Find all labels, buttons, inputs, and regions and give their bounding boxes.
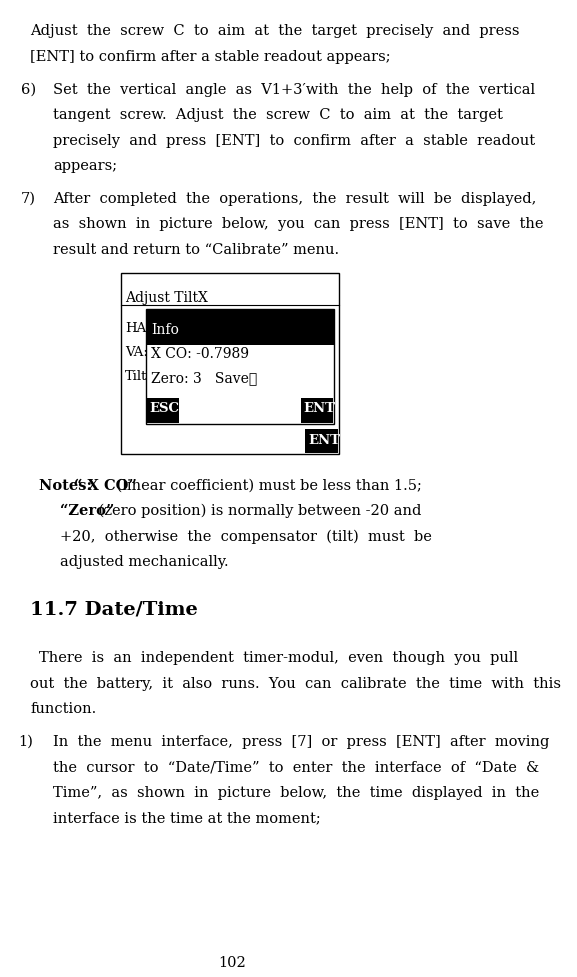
Text: 6): 6) (21, 83, 36, 97)
Text: 7): 7) (21, 192, 36, 206)
Text: Zero: 3   Save？: Zero: 3 Save？ (151, 371, 257, 386)
Text: 102: 102 (218, 956, 246, 969)
Text: interface is the time at the moment;: interface is the time at the moment; (53, 811, 321, 826)
Text: the  cursor  to  “Date/Time”  to  enter  the  interface  of  “Date  &: the cursor to “Date/Time” to enter the i… (53, 760, 539, 775)
Text: +20,  otherwise  the  compensator  (tilt)  must  be: +20, otherwise the compensator (tilt) mu… (61, 530, 432, 544)
Text: Notes:: Notes: (39, 479, 98, 492)
Text: adjusted mechanically.: adjusted mechanically. (61, 555, 229, 569)
FancyBboxPatch shape (305, 429, 338, 453)
Text: Tilt:: Tilt: (125, 370, 152, 384)
Text: out  the  battery,  it  also  runs.  You  can  calibrate  the  time  with  this: out the battery, it also runs. You can c… (30, 677, 561, 691)
Text: VA:: VA: (125, 347, 148, 360)
Text: Adjust TiltX: Adjust TiltX (125, 291, 208, 305)
Text: 1): 1) (18, 735, 33, 749)
Text: 11.7 Date/Time: 11.7 Date/Time (30, 601, 198, 618)
Text: HA:: HA: (125, 322, 151, 335)
Text: appears;: appears; (53, 159, 118, 173)
Text: result and return to “Calibrate” menu.: result and return to “Calibrate” menu. (53, 243, 339, 257)
FancyBboxPatch shape (147, 399, 179, 423)
Text: ENT: ENT (308, 434, 340, 446)
Text: tangent  screw.  Adjust  the  screw  C  to  aim  at  the  target: tangent screw. Adjust the screw C to aim… (53, 108, 503, 122)
Text: “Zero”: “Zero” (61, 504, 115, 518)
Text: Time”,  as  shown  in  picture  below,  the  time  displayed  in  the: Time”, as shown in picture below, the ti… (53, 786, 539, 800)
FancyBboxPatch shape (146, 309, 334, 424)
Text: There  is  an  independent  timer-modul,  even  though  you  pull: There is an independent timer-modul, eve… (39, 652, 519, 665)
FancyBboxPatch shape (301, 399, 334, 423)
FancyBboxPatch shape (121, 274, 339, 454)
Text: ENT: ENT (304, 403, 336, 415)
Text: function.: function. (30, 702, 96, 716)
Text: Info: Info (151, 323, 179, 337)
Text: After  completed  the  operations,  the  result  will  be  displayed,: After completed the operations, the resu… (53, 192, 537, 206)
Text: Adjust  the  screw  C  to  aim  at  the  target  precisely  and  press: Adjust the screw C to aim at the target … (30, 24, 520, 38)
Text: precisely  and  press  [ENT]  to  confirm  after  a  stable  readout: precisely and press [ENT] to confirm aft… (53, 134, 535, 148)
Text: Set  the  vertical  angle  as  V1+3′with  the  help  of  the  vertical: Set the vertical angle as V1+3′with the … (53, 83, 535, 97)
Text: “ X CO”: “ X CO” (74, 479, 137, 492)
Text: (linear coefficient) must be less than 1.5;: (linear coefficient) must be less than 1… (113, 479, 422, 492)
Text: [ENT] to confirm after a stable readout appears;: [ENT] to confirm after a stable readout … (30, 50, 391, 64)
Text: (zero position) is normally between -20 and: (zero position) is normally between -20 … (93, 504, 421, 519)
Text: X CO: -0.7989: X CO: -0.7989 (151, 348, 249, 361)
Text: In  the  menu  interface,  press  [7]  or  press  [ENT]  after  moving: In the menu interface, press [7] or pres… (53, 735, 550, 749)
Text: ESC: ESC (149, 403, 179, 415)
Text: as  shown  in  picture  below,  you  can  press  [ENT]  to  save  the: as shown in picture below, you can press… (53, 218, 544, 232)
FancyBboxPatch shape (147, 310, 334, 346)
